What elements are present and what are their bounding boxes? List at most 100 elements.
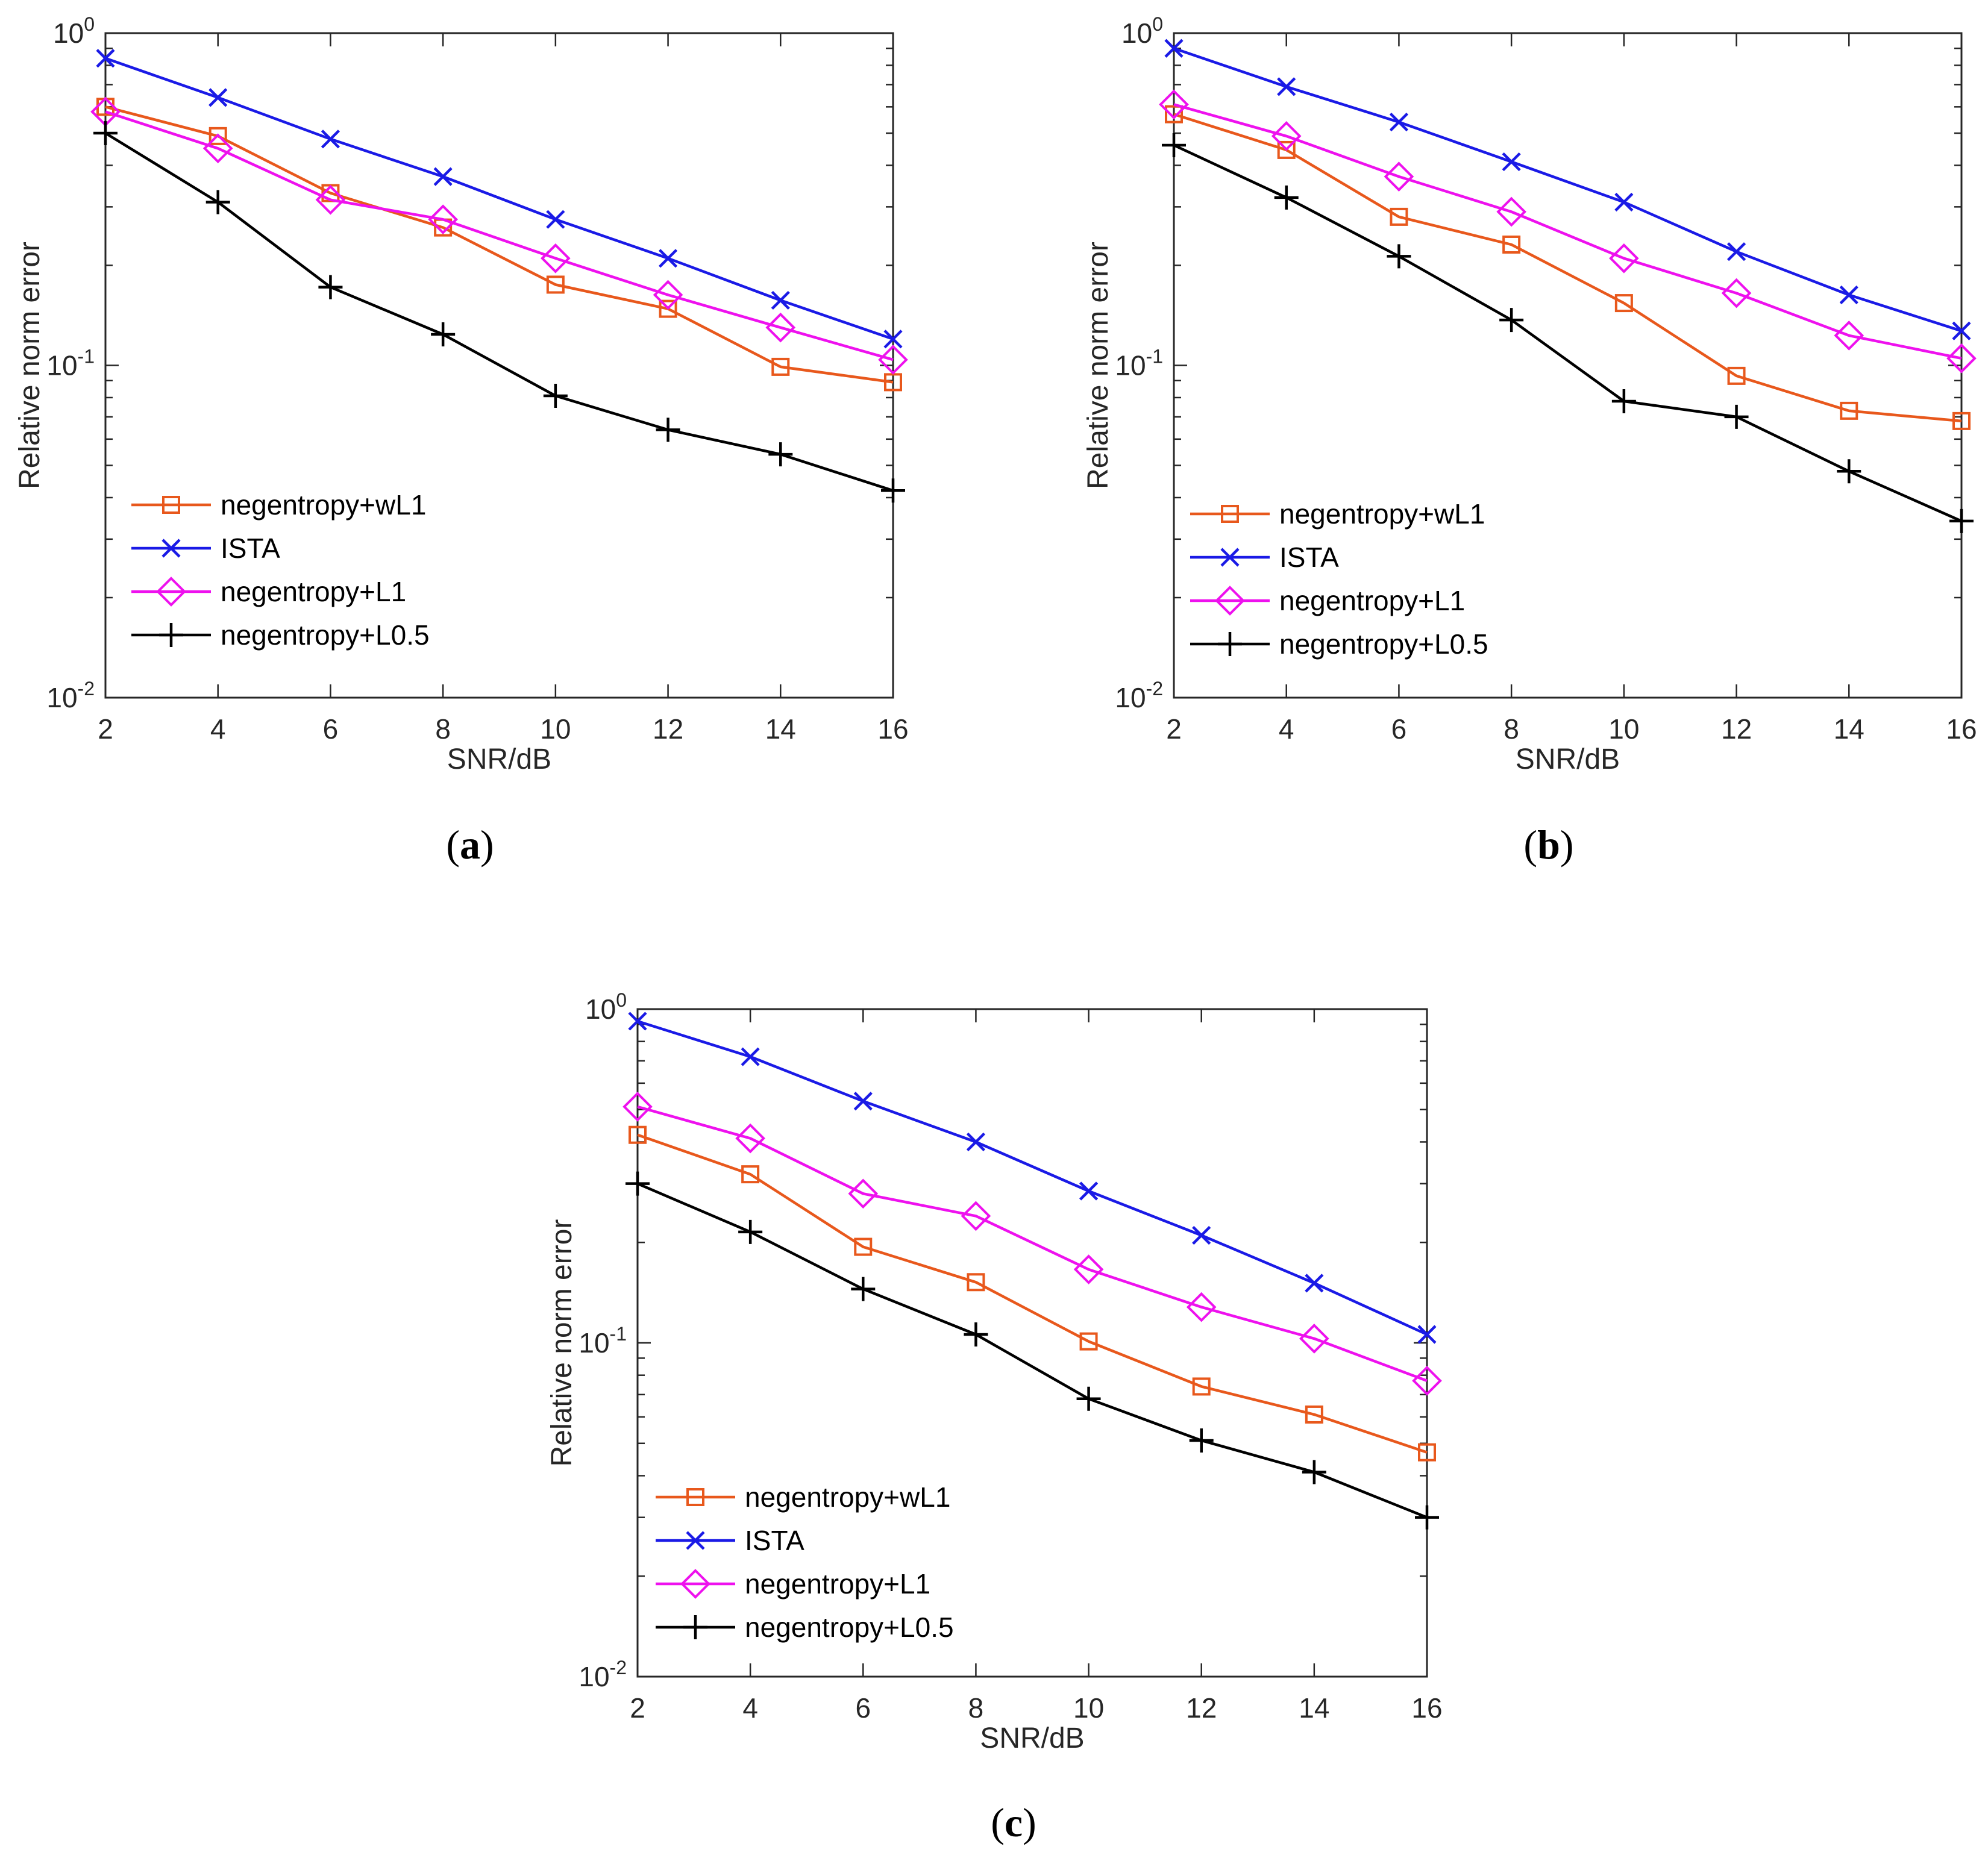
y-tick-label-c: 10-1 [579, 1323, 627, 1359]
point-b-negentropy-wl1-0 [1165, 105, 1183, 124]
legend-label-c-ista: ISTA [745, 1525, 804, 1556]
legend-label-a-ista: ISTA [221, 533, 280, 564]
x-tick-label-c: 10 [1073, 1692, 1104, 1724]
legend-a: negentropy+wL1 ISTA negentropy+L1 negentrop… [131, 489, 430, 651]
point-b-negentropy-l1-6 [1834, 321, 1864, 351]
y-axis-label-a: Relative norm error [14, 242, 46, 489]
point-b-negentropy-wl1-5 [1727, 366, 1746, 385]
point-a-negentropy-l05-2 [318, 275, 343, 299]
point-a-negentropy-l1-4 [541, 243, 571, 274]
point-b-negentropy-l1-legend [1215, 586, 1245, 616]
point-a-negentropy-l1-7 [878, 345, 908, 375]
point-b-negentropy-l05-5 [1724, 404, 1749, 429]
point-a-negentropy-l05-0 [93, 121, 118, 146]
point-c-negentropy-l1-legend [680, 1569, 710, 1599]
point-a-negentropy-wl1-4 [546, 275, 565, 294]
y-tick-label-c: 10-2 [579, 1657, 627, 1692]
x-tick-label-a: 6 [323, 713, 339, 745]
point-a-negentropy-wl1-legend [162, 496, 180, 514]
series-b-ista [1164, 39, 1971, 340]
y-tick-label-c: 100 [585, 989, 627, 1025]
legend-b: negentropy+wL1 ISTA negentropy+L1 negentrop… [1190, 498, 1488, 660]
legend-label-a-negentropy-l0-5: negentropy+L0.5 [221, 619, 430, 651]
point-c-negentropy-l05-1 [738, 1219, 763, 1244]
x-tick-label-b: 4 [1279, 713, 1294, 745]
series-line-b-negentropy-l0-5 [1173, 143, 1962, 522]
point-c-negentropy-wl1-legend [686, 1488, 704, 1506]
series-c-negentropy-l1 [622, 1092, 1442, 1396]
point-a-negentropy-wl1-6 [771, 357, 790, 376]
point-c-ista-5 [1192, 1225, 1211, 1245]
point-b-negentropy-wl1-7 [1952, 411, 1971, 430]
series-line-c-negentropy-wl1 [637, 1133, 1428, 1454]
point-c-negentropy-l1-1 [735, 1123, 765, 1154]
legend-label-c-negentropy-l0-5: negentropy+L0.5 [745, 1612, 954, 1643]
point-a-ista-7 [883, 330, 903, 349]
legend-label-b-ista: ISTA [1279, 542, 1339, 573]
x-tick-label-a: 12 [653, 713, 683, 745]
series-b-negentropy-l0-5 [1162, 133, 1974, 533]
legend-label-c-negentropy-l1: negentropy+L1 [745, 1568, 930, 1600]
point-b-negentropy-wl1-4 [1614, 294, 1633, 313]
point-c-negentropy-l1-5 [1186, 1292, 1217, 1322]
point-a-negentropy-l05-3 [431, 322, 456, 346]
y-tick-label-b: 10-2 [1115, 678, 1163, 713]
point-c-ista-7 [1417, 1325, 1437, 1344]
series-line-b-negentropy-l1 [1173, 103, 1962, 360]
point-c-negentropy-l1-7 [1412, 1366, 1442, 1396]
x-tick-label-c: 6 [855, 1692, 871, 1724]
point-c-negentropy-wl1-7 [1418, 1443, 1436, 1462]
point-c-negentropy-l05-3 [964, 1322, 988, 1346]
point-b-ista-6 [1839, 285, 1858, 305]
point-c-negentropy-l1-3 [961, 1201, 991, 1231]
point-b-negentropy-l05-4 [1611, 389, 1636, 414]
point-c-ista-1 [741, 1047, 760, 1066]
point-a-negentropy-l1-5 [653, 280, 683, 310]
x-tick-label-c: 4 [742, 1692, 758, 1724]
point-a-negentropy-l05-6 [768, 442, 793, 467]
point-c-ista-6 [1305, 1274, 1324, 1293]
series-a-negentropy-l1 [90, 96, 908, 375]
series-c-negentropy-wl1 [629, 1125, 1436, 1462]
point-a-negentropy-l05-4 [543, 383, 568, 408]
x-tick-label-a: 14 [765, 713, 796, 745]
panel-label-b: (b) [1523, 822, 1573, 868]
point-b-ista-2 [1389, 112, 1409, 132]
point-a-ista-4 [546, 210, 565, 229]
point-b-negentropy-l05-6 [1837, 459, 1861, 484]
x-tick-label-a: 10 [540, 713, 571, 745]
panel-label-c: (c) [991, 1800, 1036, 1845]
series-line-b-ista [1173, 47, 1962, 333]
point-c-negentropy-l05-0 [626, 1171, 650, 1196]
series-line-a-negentropy-l1 [105, 110, 894, 361]
point-a-negentropy-l1-legend [156, 577, 186, 607]
point-b-ista-1 [1277, 77, 1296, 96]
y-axis-label-b: Relative norm error [1082, 242, 1114, 489]
point-b-ista-5 [1726, 242, 1746, 261]
series-line-a-negentropy-wl1 [105, 105, 894, 384]
x-tick-label-c: 12 [1186, 1692, 1217, 1724]
point-b-negentropy-wl1-3 [1502, 235, 1521, 254]
point-b-negentropy-l1-2 [1384, 161, 1414, 192]
series-line-a-negentropy-l0-5 [104, 132, 894, 492]
point-c-negentropy-l05-7 [1415, 1505, 1439, 1530]
point-a-negentropy-l1-3 [428, 204, 458, 235]
point-a-ista-1 [209, 88, 228, 107]
point-c-negentropy-wl1-0 [629, 1125, 647, 1144]
point-a-ista-legend [161, 539, 181, 558]
point-c-negentropy-l1-2 [848, 1178, 879, 1209]
point-b-ista-3 [1502, 152, 1521, 172]
y-tick-label-a: 100 [53, 13, 95, 49]
point-a-negentropy-l1-2 [315, 184, 346, 215]
point-c-negentropy-wl1-6 [1305, 1405, 1323, 1424]
x-tick-label-b: 8 [1504, 713, 1519, 745]
point-b-negentropy-l05-2 [1387, 244, 1411, 269]
legend-label-b-negentropy-l1: negentropy+L1 [1279, 585, 1465, 616]
series-b-negentropy-l1 [1159, 89, 1977, 374]
x-tick-label-b: 6 [1391, 713, 1407, 745]
point-b-negentropy-l05-3 [1499, 308, 1524, 333]
x-tick-label-b: 2 [1166, 713, 1182, 745]
series-c-ista [628, 1012, 1437, 1344]
x-axis-label-a: SNR/dB [447, 743, 551, 775]
point-b-ista-7 [1952, 321, 1971, 340]
